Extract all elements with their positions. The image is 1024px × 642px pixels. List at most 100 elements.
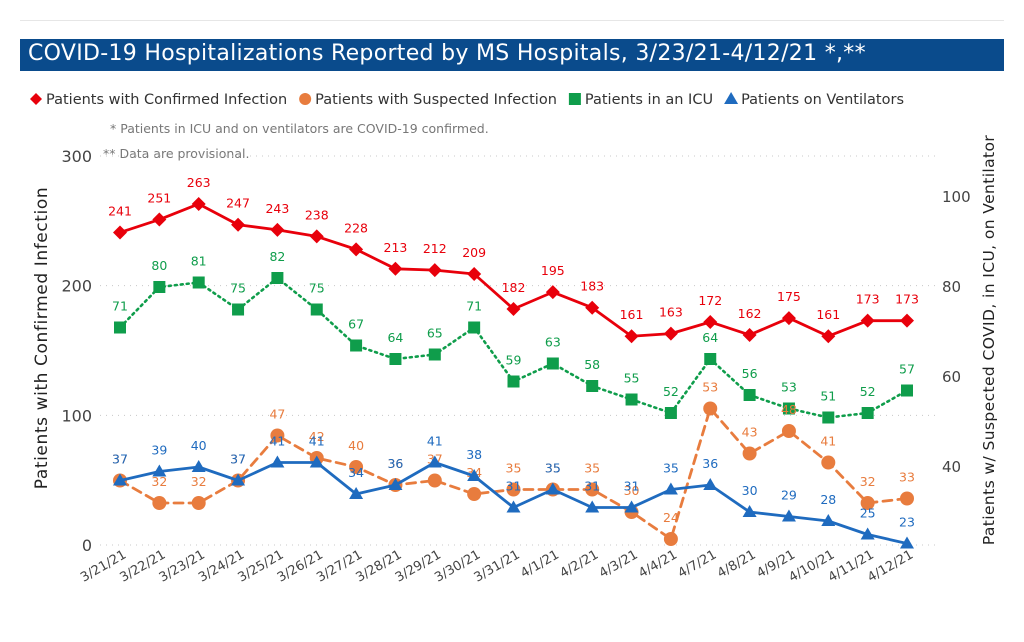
footnote-provisional: ** Data are provisional. [103,146,249,161]
data-point-square [861,407,874,419]
legend-square-icon [568,93,581,105]
data-label: 161 [816,307,840,322]
data-label: 32 [191,474,207,489]
data-label: 175 [777,289,801,304]
data-label: 37 [112,452,128,467]
page-title: COVID-19 Hospitalizations Reported by MS… [28,41,866,66]
legend-triangle-icon [724,92,739,104]
data-point-triangle [231,473,246,486]
data-label: 36 [387,456,403,471]
data-label: 35 [663,461,679,476]
data-label: 64 [387,330,403,345]
data-point-square [350,339,363,352]
data-label: 162 [738,306,762,321]
data-label: 56 [742,366,758,381]
data-label: 65 [427,326,443,341]
data-label: 24 [663,510,679,525]
data-label: 39 [151,443,167,458]
data-label: 35 [545,461,561,476]
data-label: 161 [620,307,644,322]
data-label: 67 [348,317,364,332]
legend-label: Patients in an ICU [585,92,713,108]
data-point-triangle [152,464,167,477]
data-point-triangle [585,500,600,513]
data-label: 37 [230,452,246,467]
data-label: 58 [584,357,600,372]
data-label: 36 [702,456,718,471]
data-point-square [468,321,481,334]
data-label: 33 [899,470,915,485]
data-point-square [310,303,323,316]
data-point-triangle [388,478,403,490]
data-label: 57 [899,362,915,377]
data-label: 243 [265,201,289,216]
data-point-square [901,384,913,397]
data-label: 55 [624,371,640,386]
data-label: 241 [108,204,132,219]
data-point-circle [585,482,600,497]
data-label: 30 [742,483,758,498]
data-point-diamond [545,285,560,300]
data-label: 51 [820,389,836,404]
data-label: 238 [305,207,329,222]
data-label: 41 [427,434,443,449]
data-point-square [114,321,126,334]
x-tick-label: 4/12/21 [865,547,916,585]
data-point-triangle [860,527,875,540]
legend-circle-icon [299,93,312,105]
data-label: 172 [698,293,722,308]
data-label: 31 [506,479,522,494]
data-point-circle [191,496,206,510]
y-left-tick-label: 100 [61,406,92,425]
data-label: 41 [269,434,285,449]
data-label: 75 [230,281,246,296]
data-point-diamond [270,222,285,237]
y-left-tick-label: 300 [61,147,92,166]
data-label: 29 [781,488,797,503]
y-left-tick-label: 0 [82,536,92,555]
data-label: 37 [112,452,128,467]
data-point-triangle [467,469,482,481]
legend-diamond-icon [30,93,42,105]
data-point-diamond [703,314,718,329]
data-point-triangle [191,460,206,472]
data-point-triangle [506,500,521,513]
data-point-triangle [270,455,285,468]
data-point-triangle [742,505,757,517]
data-label: 31 [624,479,640,494]
data-point-diamond [231,217,246,232]
legend-label: Patients on Ventilators [741,92,904,108]
data-label: 82 [269,249,285,264]
y-right-axis-title: Patients w/ Suspected COVID, in ICU, on … [980,135,998,546]
data-point-square [546,357,559,370]
y-right-tick-label: 100 [942,188,971,206]
data-label: 209 [462,245,486,260]
data-point-diamond [821,329,836,344]
data-label: 59 [506,353,522,368]
data-label: 48 [781,402,797,417]
data-label: 43 [742,425,758,440]
data-point-triangle [624,500,639,513]
data-point-circle [152,496,167,510]
data-label: 71 [112,299,128,314]
data-label: 71 [466,299,482,314]
data-point-diamond [860,313,875,328]
data-label: 195 [541,263,565,278]
data-point-diamond [781,311,796,326]
data-point-triangle [427,455,442,468]
data-point-square [389,353,402,365]
data-point-triangle [349,487,364,499]
data-point-circle [900,491,914,506]
data-label: 163 [659,305,683,320]
y-right-tick-label: 80 [942,278,961,296]
y-right-tick-label: 60 [942,368,961,386]
data-label: 182 [502,280,526,295]
data-label: 35 [506,461,522,476]
data-label: 47 [269,407,285,422]
data-point-circle [467,487,482,501]
x-tick-label: 4/3/21 [597,547,641,581]
data-point-square [625,393,638,406]
data-label: 81 [191,254,207,269]
data-label: 41 [309,434,325,449]
data-label: 40 [348,438,364,453]
